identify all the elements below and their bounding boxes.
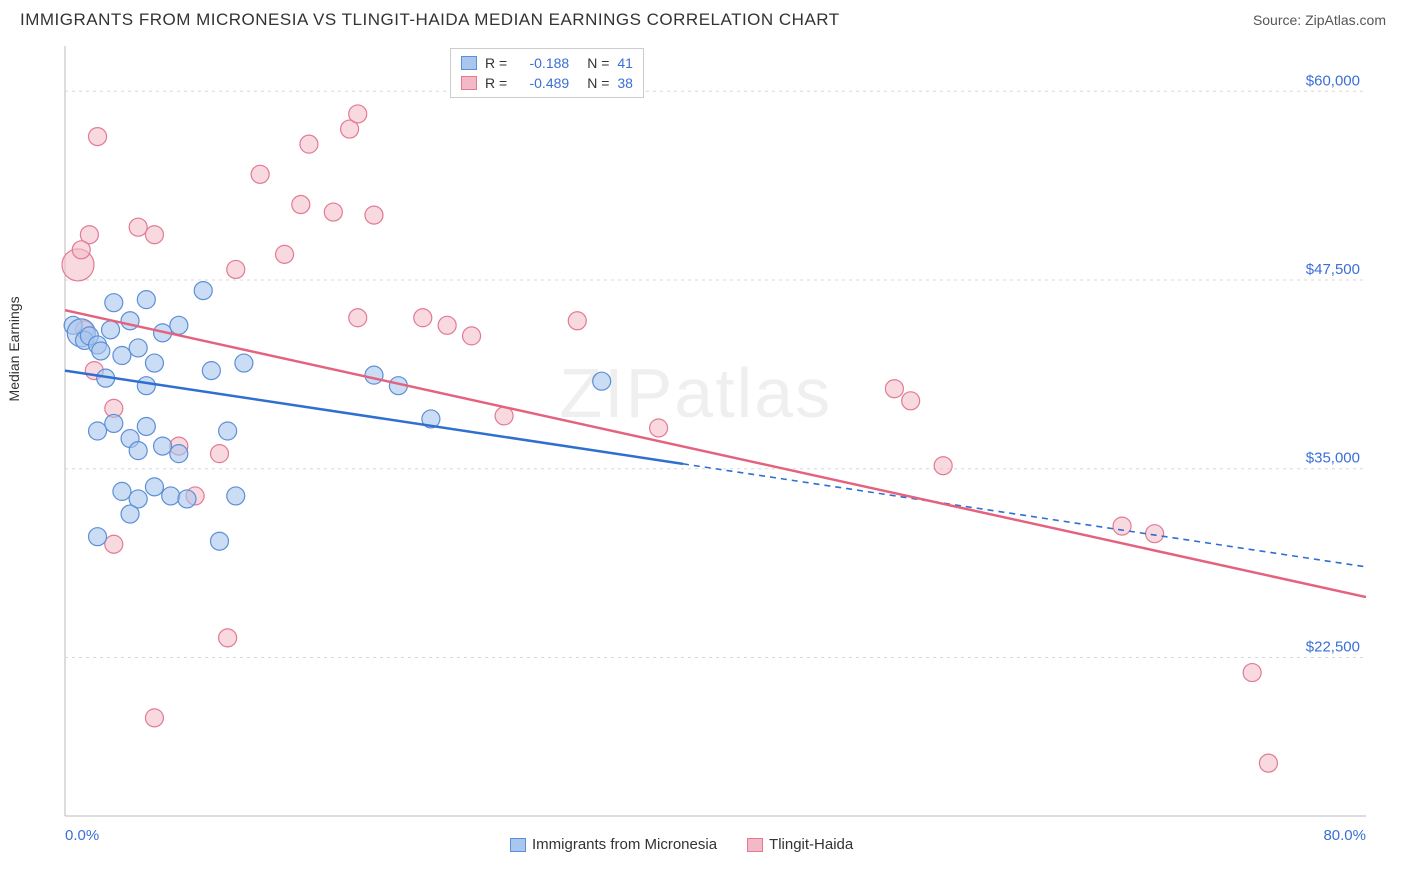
data-point (89, 422, 107, 440)
data-point (593, 372, 611, 390)
data-point (113, 482, 131, 500)
svg-text:$22,500: $22,500 (1306, 638, 1360, 655)
svg-text:$47,500: $47,500 (1306, 261, 1360, 278)
data-point (89, 528, 107, 546)
stats-legend-box: R = -0.188 N = 41 R = -0.489 N = 38 (450, 48, 644, 98)
data-point (210, 532, 228, 550)
data-point (154, 437, 172, 455)
scatter-chart: $22,500 $35,000 $47,500 $60,000 0.0% 80.0% (20, 36, 1386, 856)
data-point (137, 417, 155, 435)
data-point (219, 629, 237, 647)
stat-n-label: N = (587, 55, 609, 71)
data-point (202, 362, 220, 380)
series-legend: Immigrants from Micronesia Tlingit-Haida (510, 836, 853, 853)
legend-label: Tlingit-Haida (769, 836, 853, 853)
data-point (145, 709, 163, 727)
data-point (113, 347, 131, 365)
data-point (121, 505, 139, 523)
legend-swatch (461, 56, 477, 70)
data-point (72, 241, 90, 259)
svg-text:$60,000: $60,000 (1306, 72, 1360, 89)
data-point (145, 478, 163, 496)
data-point (129, 218, 147, 236)
data-point (1146, 525, 1164, 543)
regression-line (65, 310, 1366, 597)
svg-text:80.0%: 80.0% (1323, 827, 1366, 844)
data-point (210, 445, 228, 463)
source-label: Source: (1253, 12, 1305, 28)
svg-text:$35,000: $35,000 (1306, 450, 1360, 467)
data-point (235, 354, 253, 372)
data-point (885, 380, 903, 398)
data-point (105, 294, 123, 312)
chart-header: IMMIGRANTS FROM MICRONESIA VS TLINGIT-HA… (0, 0, 1406, 36)
source-value: ZipAtlas.com (1305, 12, 1386, 28)
data-point (105, 414, 123, 432)
stat-n-label: N = (587, 75, 609, 91)
legend-swatch (747, 838, 763, 852)
data-point (129, 339, 147, 357)
data-point (902, 392, 920, 410)
data-point (276, 245, 294, 263)
data-point (194, 282, 212, 300)
stat-r-label: R = (485, 55, 507, 71)
data-point (349, 105, 367, 123)
data-point (129, 442, 147, 460)
data-point (365, 366, 383, 384)
data-point (251, 165, 269, 183)
stats-row: R = -0.489 N = 38 (461, 73, 633, 93)
data-point (162, 487, 180, 505)
stat-r-value: -0.489 (515, 75, 569, 91)
data-point (178, 490, 196, 508)
data-point (105, 535, 123, 553)
chart-container: Median Earnings $22,500$35,000$47,500$60… (20, 36, 1386, 856)
data-point (92, 342, 110, 360)
data-point (227, 487, 245, 505)
data-point (349, 309, 367, 327)
stat-r-value: -0.188 (515, 55, 569, 71)
legend-item: Immigrants from Micronesia (510, 836, 717, 853)
data-point (219, 422, 237, 440)
stat-r-label: R = (485, 75, 507, 91)
legend-label: Immigrants from Micronesia (532, 836, 717, 853)
data-point (227, 260, 245, 278)
stats-row: R = -0.188 N = 41 (461, 53, 633, 73)
data-point (650, 419, 668, 437)
data-point (137, 377, 155, 395)
legend-item: Tlingit-Haida (747, 836, 853, 853)
data-point (102, 321, 120, 339)
data-point (1259, 754, 1277, 772)
data-point (170, 445, 188, 463)
data-point (292, 196, 310, 214)
data-point (145, 226, 163, 244)
chart-title: IMMIGRANTS FROM MICRONESIA VS TLINGIT-HA… (20, 10, 840, 30)
data-point (324, 203, 342, 221)
svg-text:0.0%: 0.0% (65, 827, 99, 844)
legend-swatch (510, 838, 526, 852)
data-point (934, 457, 952, 475)
data-point (145, 354, 163, 372)
stat-n-value: 41 (617, 55, 633, 71)
chart-source: Source: ZipAtlas.com (1253, 12, 1386, 28)
data-point (1243, 664, 1261, 682)
y-axis-label: Median Earnings (6, 296, 22, 401)
data-point (170, 316, 188, 334)
data-point (137, 291, 155, 309)
data-point (300, 135, 318, 153)
data-point (414, 309, 432, 327)
data-point (1113, 517, 1131, 535)
data-point (365, 206, 383, 224)
stat-n-value: 38 (617, 75, 633, 91)
data-point (438, 316, 456, 334)
regression-line-extrapolated (683, 464, 1366, 567)
data-point (463, 327, 481, 345)
legend-swatch (461, 76, 477, 90)
data-point (89, 128, 107, 146)
data-point (568, 312, 586, 330)
